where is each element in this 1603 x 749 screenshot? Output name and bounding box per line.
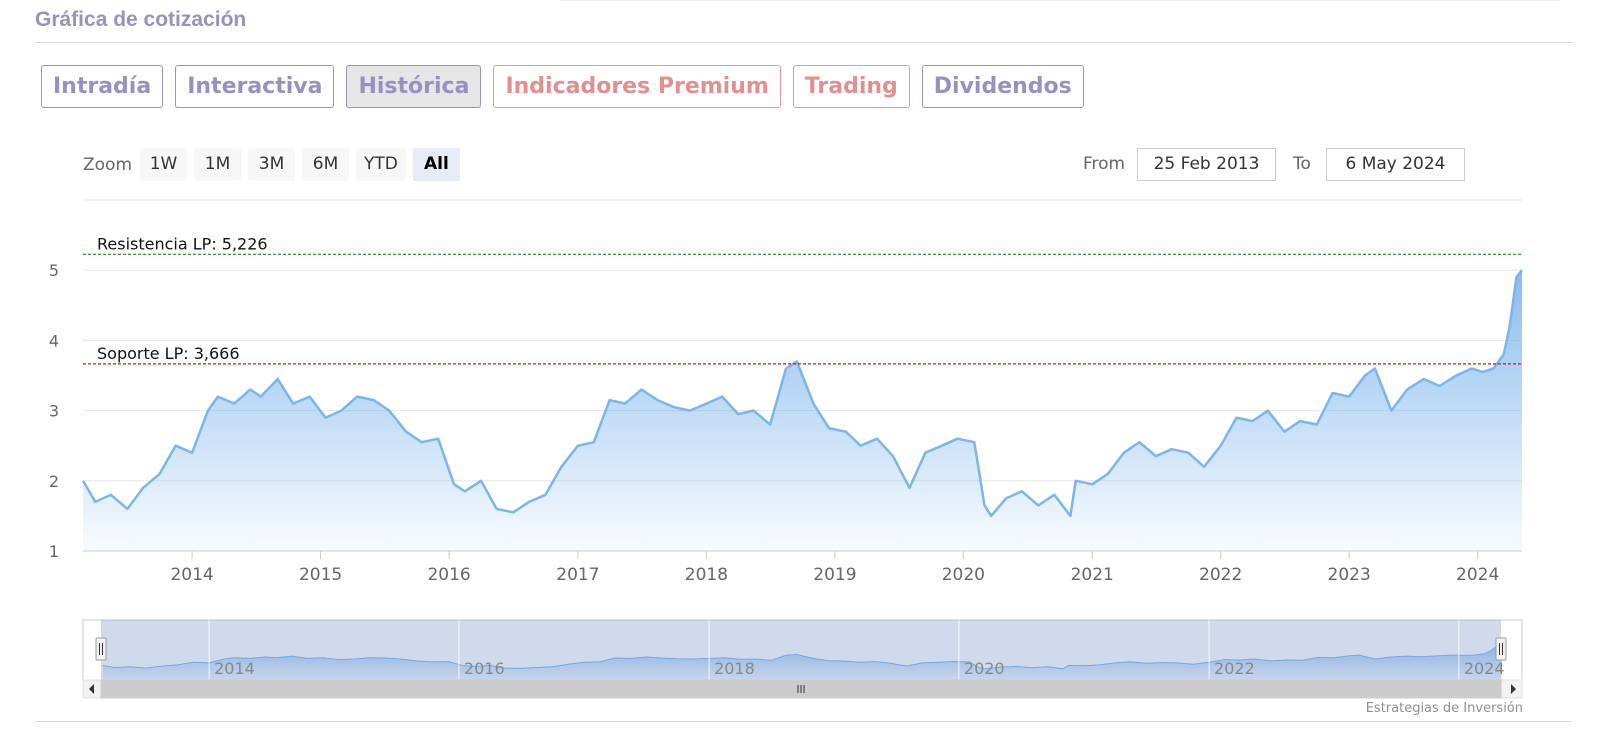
tab-interactiva[interactable]: Interactiva — [175, 65, 335, 108]
range-to-label: To — [1293, 154, 1311, 174]
x-tick-label: 2020 — [942, 565, 985, 585]
navigator-label: 2016 — [464, 659, 505, 678]
zoom-label: Zoom — [83, 154, 133, 175]
series-area — [83, 270, 1522, 551]
range-from-input[interactable]: 25 Feb 2013 — [1137, 148, 1276, 181]
x-tick-label: 2022 — [1199, 565, 1242, 585]
y-tick-label: 5 — [49, 261, 59, 280]
tab-indicadores-premium[interactable]: Indicadores Premium — [493, 65, 781, 108]
series-line — [81, 269, 1523, 518]
y-tick-label: 4 — [49, 331, 59, 350]
zoom-button-6m[interactable]: 6M — [302, 148, 350, 181]
navigator-handle-left[interactable] — [95, 637, 107, 661]
tab-intradía[interactable]: Intradía — [41, 65, 164, 108]
navigator-area — [103, 646, 1502, 680]
y-tick-label: 1 — [49, 542, 59, 561]
navigator-label: 2018 — [714, 659, 755, 678]
navigator-line — [102, 645, 1503, 670]
navigator-handle-right[interactable] — [1495, 637, 1507, 661]
zoom-button-ytd[interactable]: YTD — [356, 148, 406, 181]
navigator-selection[interactable] — [101, 620, 1501, 680]
y-tick-label: 3 — [49, 402, 59, 421]
navigator-label: 2020 — [964, 659, 1005, 678]
x-tick-label: 2021 — [1071, 565, 1114, 585]
scroll-left-arrow-icon[interactable] — [89, 684, 94, 694]
y-tick-label: 2 — [49, 472, 59, 491]
zoom-selector: Zoom 1W 1M 3M 6M YTD All — [83, 148, 467, 181]
support-label: Soporte LP: 3,666 — [97, 344, 240, 363]
navigator-label: 2024 — [1464, 659, 1505, 678]
x-tick-label: 2017 — [556, 565, 599, 585]
zoom-button-1w[interactable]: 1W — [140, 148, 188, 181]
x-tick-label: 2018 — [685, 565, 728, 585]
x-tick-label: 2023 — [1328, 565, 1371, 585]
x-tick-label: 2024 — [1456, 565, 1499, 585]
bottom-divider — [35, 721, 1572, 722]
x-tick-label: 2015 — [299, 565, 342, 585]
x-tick-label: 2016 — [427, 565, 470, 585]
tab-trading[interactable]: Trading — [792, 65, 910, 108]
tab-dividendos[interactable]: Dividendos — [921, 65, 1084, 108]
navigator-label: 2022 — [1214, 659, 1255, 678]
top-divider — [560, 0, 1560, 1]
navigator-label: 2014 — [214, 659, 255, 678]
scroll-right-arrow-icon[interactable] — [1511, 684, 1516, 694]
tab-histórica[interactable]: Histórica — [346, 65, 482, 108]
title-divider — [35, 42, 1572, 43]
x-tick-label: 2019 — [813, 565, 856, 585]
zoom-button-3m[interactable]: 3M — [248, 148, 296, 181]
x-tick-label: 2014 — [170, 565, 213, 585]
zoom-button-all[interactable]: All — [412, 148, 460, 181]
range-from-label: From — [1083, 154, 1126, 174]
page-title: Gráfica de cotización — [35, 8, 247, 31]
resistance-label: Resistencia LP: 5,226 — [97, 234, 268, 253]
range-to-input[interactable]: 6 May 2024 — [1326, 148, 1465, 181]
chart-tabs: Intradía Interactiva Histórica Indicadores … — [41, 65, 1084, 108]
zoom-button-1m[interactable]: 1M — [194, 148, 242, 181]
chart-credit[interactable]: Estrategias de Inversión — [1365, 701, 1523, 716]
